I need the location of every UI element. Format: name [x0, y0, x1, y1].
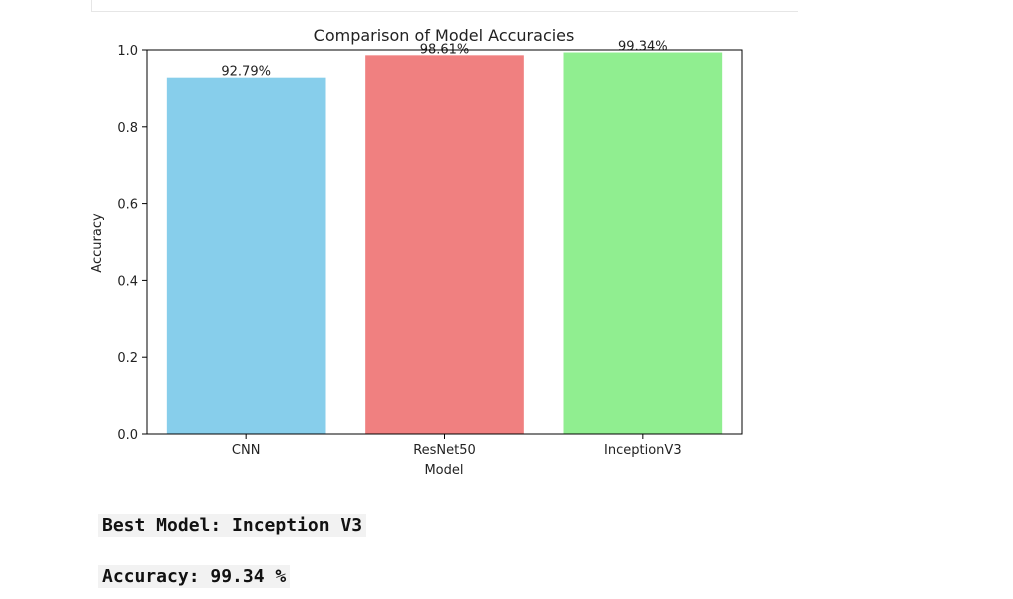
y-tick-label: 0.6: [117, 198, 138, 213]
best-model-text: Best Model: Inception V3: [98, 514, 367, 537]
bars-group: [166, 52, 723, 435]
y-tick-label: 0.0: [117, 428, 138, 443]
chart-title: Comparison of Model Accuracies: [314, 26, 575, 45]
y-tick-label: 0.8: [117, 121, 138, 136]
plot-frame: [146, 49, 743, 435]
x-tick-label-cnn: CNN: [232, 443, 261, 458]
y-axis-label: Accuracy: [90, 213, 105, 273]
y-tick-label: 0.2: [117, 351, 138, 366]
y-tick-label: 0.4: [117, 274, 138, 289]
y-tick-label: 1.0: [117, 44, 138, 59]
x-axis: CNN ResNet50 InceptionV3: [232, 434, 682, 458]
accuracy-text: Accuracy: 99.34 %: [98, 565, 291, 588]
x-tick-label-inceptionv3: InceptionV3: [604, 443, 682, 458]
notebook-cell-edge: [91, 0, 798, 12]
chart-container: Comparison of Model Accuracies 92.79% 98.…: [90, 26, 743, 478]
bar-chart: Comparison of Model Accuracies 92.79%98.…: [90, 26, 743, 478]
bar-resnet50: [365, 55, 524, 435]
data-label-cnn: 92.79%: [221, 65, 271, 80]
x-tick-label-resnet50: ResNet50: [413, 443, 476, 458]
bar-cnn: [166, 77, 326, 434]
y-axis: 0.0 0.2 0.4 0.6 0.8 1.0: [117, 44, 147, 443]
x-axis-label: Model: [424, 463, 463, 478]
bar-inceptionv3: [563, 52, 723, 435]
data-label-inceptionv3: 99.34%: [618, 40, 668, 55]
